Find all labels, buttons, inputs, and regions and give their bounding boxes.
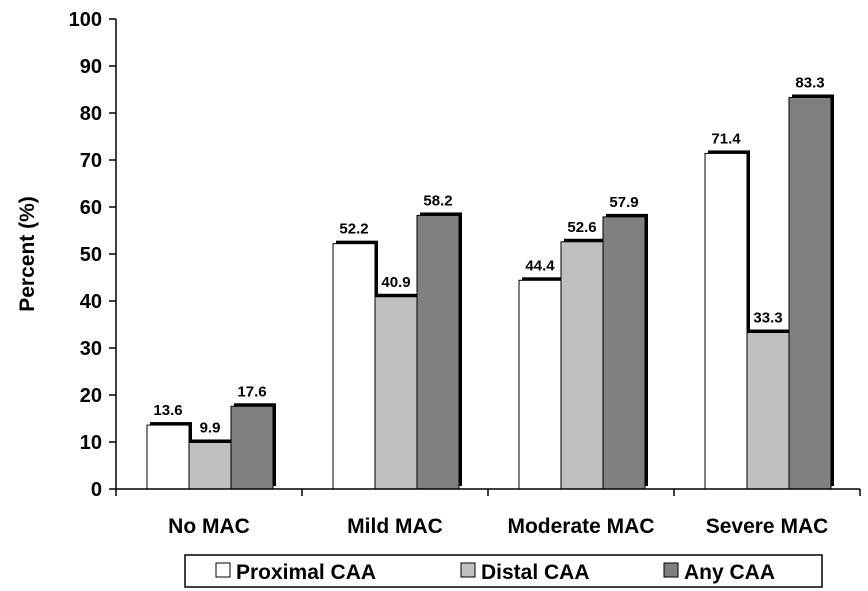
category-label: Mild MAC [347,515,443,538]
x-ticks-group [115,489,861,496]
legend-label: Any CAA [684,561,775,584]
data-label: 71.4 [711,130,741,147]
legend-label: Distal CAA [481,561,590,584]
bar [560,241,604,490]
data-labels-group: 13.6 9.9 17.6 52.2 40.9 58.2 44.4 52.6 57.9 71.4 3… [153,74,824,436]
data-label: 58.2 [423,192,452,209]
data-label: 33.3 [753,309,782,326]
category-labels-group: No MAC Mild MAC Moderate MAC Severe MAC [168,515,828,538]
y-tick-label: 10 [80,432,102,454]
bar [704,152,748,490]
y-tick-label: 20 [80,385,102,407]
y-tick-label: 0 [91,479,102,501]
legend-swatch [215,562,231,578]
y-tick-label: 100 [69,9,102,31]
bar [332,243,376,490]
legend-frame [184,554,823,588]
data-label: 52.2 [339,221,368,238]
y-axis-label: Percent (%) [16,196,39,312]
category-label: Moderate MAC [507,515,654,538]
bar [230,405,274,490]
bar [518,279,562,490]
y-tick-label: 70 [80,150,102,172]
y-ticks-group: 0 10 20 30 40 50 60 70 80 90 100 [69,9,116,501]
category-label: Severe MAC [706,515,829,538]
bar [374,296,418,490]
bar [746,331,790,490]
legend-label: Proximal CAA [236,561,376,584]
y-tick-label: 80 [80,103,102,125]
legend-swatch [460,562,476,578]
data-label: 57.9 [609,194,638,211]
y-tick-label: 30 [80,338,102,360]
legend: Proximal CAA Distal CAA Any CAA [184,554,823,588]
data-label: 44.4 [525,257,555,274]
y-tick-label: 50 [80,244,102,266]
y-tick-label: 90 [80,56,102,78]
data-label: 52.6 [567,219,596,236]
data-label: 40.9 [381,274,410,291]
legend-swatch [663,562,679,578]
category-label: No MAC [168,515,250,538]
bar [188,441,232,490]
bar [146,424,190,490]
bars-group [146,96,832,490]
data-label: 9.9 [200,419,221,436]
y-tick-label: 60 [80,197,102,219]
data-label: 17.6 [237,383,266,400]
bar [416,214,460,490]
y-tick-label: 40 [80,291,102,313]
bar [788,96,832,490]
bar [602,216,646,490]
data-label: 83.3 [795,74,824,91]
data-label: 13.6 [153,402,182,419]
